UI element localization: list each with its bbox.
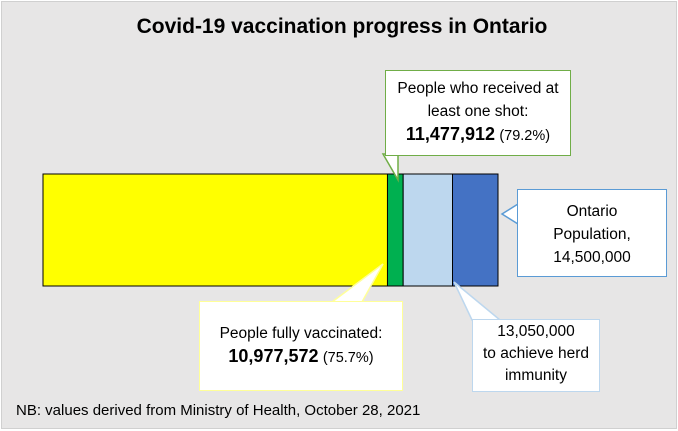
fully-pct: (75.7%) [322,350,374,366]
population-callout: Ontario Population, 14,500,000 [517,189,667,277]
one-shot-label: People who received at least one shot: [397,80,559,120]
fully-callout: People fully vaccinated: 10,977,572 (75.… [199,301,403,391]
population-value: 14,500,000 [553,249,631,266]
one-shot-value-line: 11,477,912 (79.2%) [386,123,570,148]
bar-segment-2 [386,173,404,287]
one-shot-callout: People who received at least one shot: 1… [385,70,571,156]
fully-value: 10,977,572 [228,346,319,366]
bar-segment-3 [402,173,454,287]
population-callout-pointer [500,202,519,226]
herd-callout-pointer [453,281,503,321]
one-shot-pct: (79.2%) [499,128,551,144]
herd-callout: 13,050,000 to achieve herd immunity [472,319,600,392]
bar-segment-1 [42,173,388,287]
bar-segment-4 [452,173,499,287]
one-shot-value: 11,477,912 [405,124,495,144]
population-label: Ontario Population, [553,203,631,243]
herd-value: 13,050,000 [497,323,575,340]
chart-title: Covid-19 vaccination progress in Ontario [136,15,548,38]
bar-segments [42,173,499,287]
fully-label: People fully vaccinated: [219,325,383,342]
fully-value-line: 10,977,572 (75.7%) [200,345,402,370]
source-note: NB: values derived from Ministry of Heal… [16,402,421,419]
herd-label: to achieve herd immunity [483,345,589,384]
